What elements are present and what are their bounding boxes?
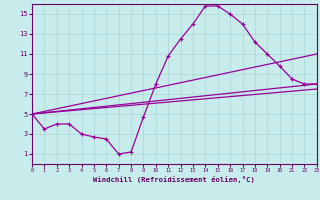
X-axis label: Windchill (Refroidissement éolien,°C): Windchill (Refroidissement éolien,°C) — [93, 176, 255, 183]
